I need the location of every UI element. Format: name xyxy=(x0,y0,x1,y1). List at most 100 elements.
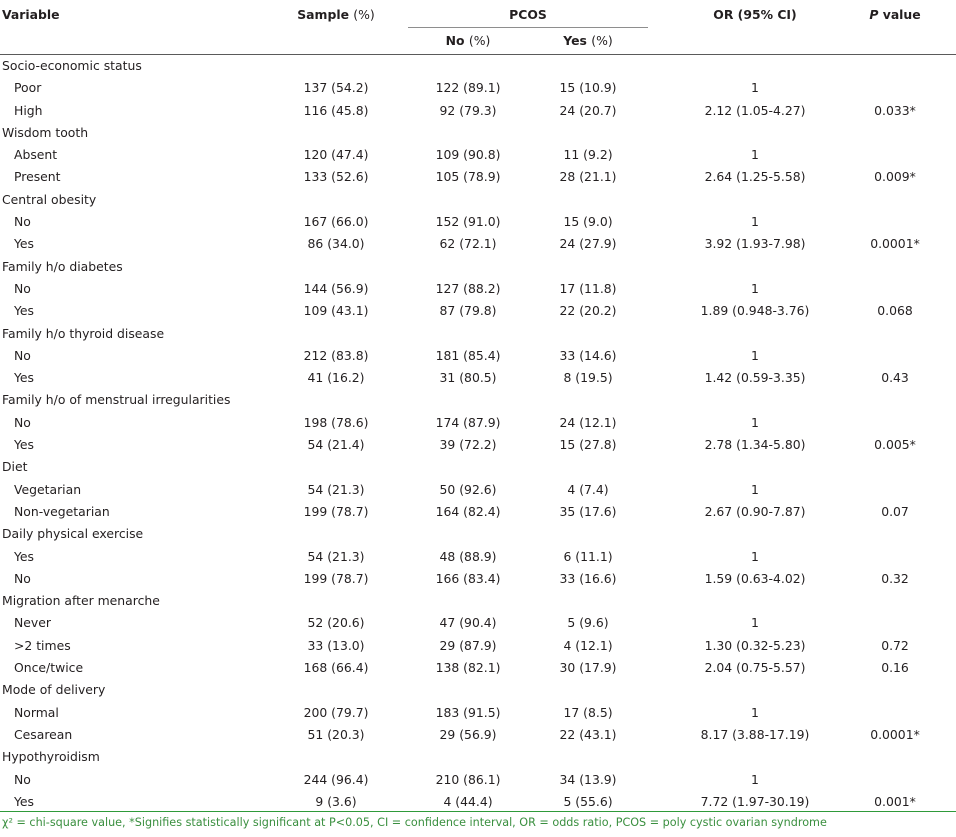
cell-p-value: 0.068 xyxy=(877,303,913,319)
table-row: No 167 (66.0) 152 (91.0) 15 (9.0) 1 xyxy=(0,211,956,233)
cell-pcos-yes: 24 (27.9) xyxy=(559,236,617,252)
cell-pcos-yes: 33 (14.6) xyxy=(559,347,617,363)
cell-or: 2.67 (0.90-7.87) xyxy=(704,503,806,519)
row-label: Yes xyxy=(14,437,35,453)
pcos-underline xyxy=(408,27,648,28)
cell-p-value: 0.009* xyxy=(874,169,916,185)
group-row: Family h/o diabetes xyxy=(0,256,956,278)
row-label: Yes xyxy=(14,370,35,386)
table-row: Vegetarian 54 (21.3) 50 (92.6) 4 (7.4) 1 xyxy=(0,479,956,501)
table-row: Absent 120 (47.4) 109 (90.8) 11 (9.2) 1 xyxy=(0,144,956,166)
row-label: Absent xyxy=(14,147,58,163)
cell-pcos-no: 29 (56.9) xyxy=(439,726,497,742)
table-row: Never 52 (20.6) 47 (90.4) 5 (9.6) 1 xyxy=(0,612,956,634)
cell-p-value: 0.07 xyxy=(881,503,909,519)
cell-or: 1 xyxy=(751,214,759,230)
cell-or: 1 xyxy=(751,704,759,720)
cell-pcos-no: 164 (82.4) xyxy=(435,503,501,519)
table-row: High 116 (45.8) 92 (79.3) 24 (20.7) 2.12 (1.… xyxy=(0,100,956,122)
row-label: Vegetarian xyxy=(14,481,82,497)
cell-sample: 51 (20.3) xyxy=(307,726,365,742)
cell-sample: 116 (45.8) xyxy=(303,102,369,118)
row-label: Present xyxy=(14,169,61,185)
cell-p-value: 0.005* xyxy=(874,437,916,453)
row-label: No xyxy=(14,347,31,363)
cell-pcos-no: 105 (78.9) xyxy=(435,169,501,185)
cell-or: 1 xyxy=(751,280,759,296)
cell-sample: 133 (52.6) xyxy=(303,169,369,185)
cell-pcos-no: 109 (90.8) xyxy=(435,147,501,163)
cell-p-value: 0.72 xyxy=(881,637,909,653)
cell-sample: 86 (34.0) xyxy=(307,236,365,252)
cell-sample: 54 (21.3) xyxy=(307,481,365,497)
cell-pcos-no: 39 (72.2) xyxy=(439,437,497,453)
header-variable: Variable xyxy=(2,7,60,22)
table-row: Present 133 (52.6) 105 (78.9) 28 (21.1) 2.64… xyxy=(0,166,956,188)
cell-sample: 52 (20.6) xyxy=(307,615,365,631)
cell-pcos-no: 62 (72.1) xyxy=(439,236,497,252)
table-row: Non-vegetarian 199 (78.7) 164 (82.4) 35 (17… xyxy=(0,501,956,523)
group-row: Hypothyroidism xyxy=(0,746,956,768)
group-row: Diet xyxy=(0,456,956,478)
group-label: Migration after menarche xyxy=(2,593,160,609)
cell-pcos-yes: 15 (27.8) xyxy=(559,437,617,453)
cell-sample: 200 (79.7) xyxy=(303,704,369,720)
group-row: Socio-economic status xyxy=(0,55,956,77)
table-row: >2 times 33 (13.0) 29 (87.9) 4 (12.1) 1.30 (… xyxy=(0,635,956,657)
cell-p-value: 0.16 xyxy=(881,660,909,676)
row-label: No xyxy=(14,771,31,787)
row-label: Poor xyxy=(14,80,42,96)
group-label: Family h/o thyroid disease xyxy=(2,325,165,341)
cell-pcos-no: 138 (82.1) xyxy=(435,660,501,676)
cell-pcos-yes: 4 (7.4) xyxy=(567,481,609,497)
row-label: High xyxy=(14,102,43,118)
row-label: Normal xyxy=(14,704,59,720)
cell-pcos-yes: 15 (9.0) xyxy=(563,214,613,230)
table-row: No 144 (56.9) 127 (88.2) 17 (11.8) 1 xyxy=(0,278,956,300)
cell-sample: 144 (56.9) xyxy=(303,280,369,296)
cell-or: 2.64 (1.25-5.58) xyxy=(704,169,806,185)
cell-sample: 168 (66.4) xyxy=(303,660,369,676)
cell-sample: 167 (66.0) xyxy=(303,214,369,230)
cell-p-value: 0.32 xyxy=(881,570,909,586)
footnote-text: χ² = chi-square value, *Signifies statis… xyxy=(2,816,827,829)
cell-p-value: 0.001* xyxy=(874,793,916,809)
table-footnote: χ² = chi-square value, *Signifies statis… xyxy=(0,811,956,837)
row-label: No xyxy=(14,280,31,296)
row-label: No xyxy=(14,570,31,586)
cell-pcos-no: 48 (88.9) xyxy=(439,548,497,564)
cell-or: 1 xyxy=(751,147,759,163)
header-bottom-rule xyxy=(0,54,956,55)
cell-sample: 54 (21.3) xyxy=(307,548,365,564)
group-label: Hypothyroidism xyxy=(2,749,100,765)
cell-or: 1 xyxy=(751,414,759,430)
group-row: Mode of delivery xyxy=(0,679,956,701)
cell-sample: 9 (3.6) xyxy=(315,793,357,809)
row-label: Non-vegetarian xyxy=(14,503,110,519)
group-row: Migration after menarche xyxy=(0,590,956,612)
cell-pcos-no: 92 (79.3) xyxy=(439,102,497,118)
cell-or: 1 xyxy=(751,615,759,631)
cell-or: 1 xyxy=(751,347,759,363)
cell-pcos-yes: 30 (17.9) xyxy=(559,660,617,676)
cell-pcos-yes: 6 (11.1) xyxy=(563,548,613,564)
row-label: No xyxy=(14,414,31,430)
table-row: No 212 (83.8) 181 (85.4) 33 (14.6) 1 xyxy=(0,345,956,367)
cell-pcos-yes: 4 (12.1) xyxy=(563,637,613,653)
cell-pcos-yes: 22 (43.1) xyxy=(559,726,617,742)
cell-sample: 199 (78.7) xyxy=(303,570,369,586)
cell-pcos-no: 29 (87.9) xyxy=(439,637,497,653)
cell-pcos-yes: 22 (20.2) xyxy=(559,303,617,319)
cell-or: 1.89 (0.948-3.76) xyxy=(700,303,810,319)
cell-sample: 109 (43.1) xyxy=(303,303,369,319)
table-row: Poor 137 (54.2) 122 (89.1) 15 (10.9) 1 xyxy=(0,77,956,99)
cell-pcos-yes: 5 (9.6) xyxy=(567,615,609,631)
cell-p-value: 0.0001* xyxy=(870,726,920,742)
table-row: Normal 200 (79.7) 183 (91.5) 17 (8.5) 1 xyxy=(0,702,956,724)
header-or: OR (95% CI) xyxy=(713,7,797,22)
cell-p-value: 0.43 xyxy=(881,370,909,386)
cell-pcos-yes: 17 (11.8) xyxy=(559,280,617,296)
row-label: Yes xyxy=(14,303,35,319)
row-label: Yes xyxy=(14,793,35,809)
cell-or: 1.42 (0.59-3.35) xyxy=(704,370,806,386)
